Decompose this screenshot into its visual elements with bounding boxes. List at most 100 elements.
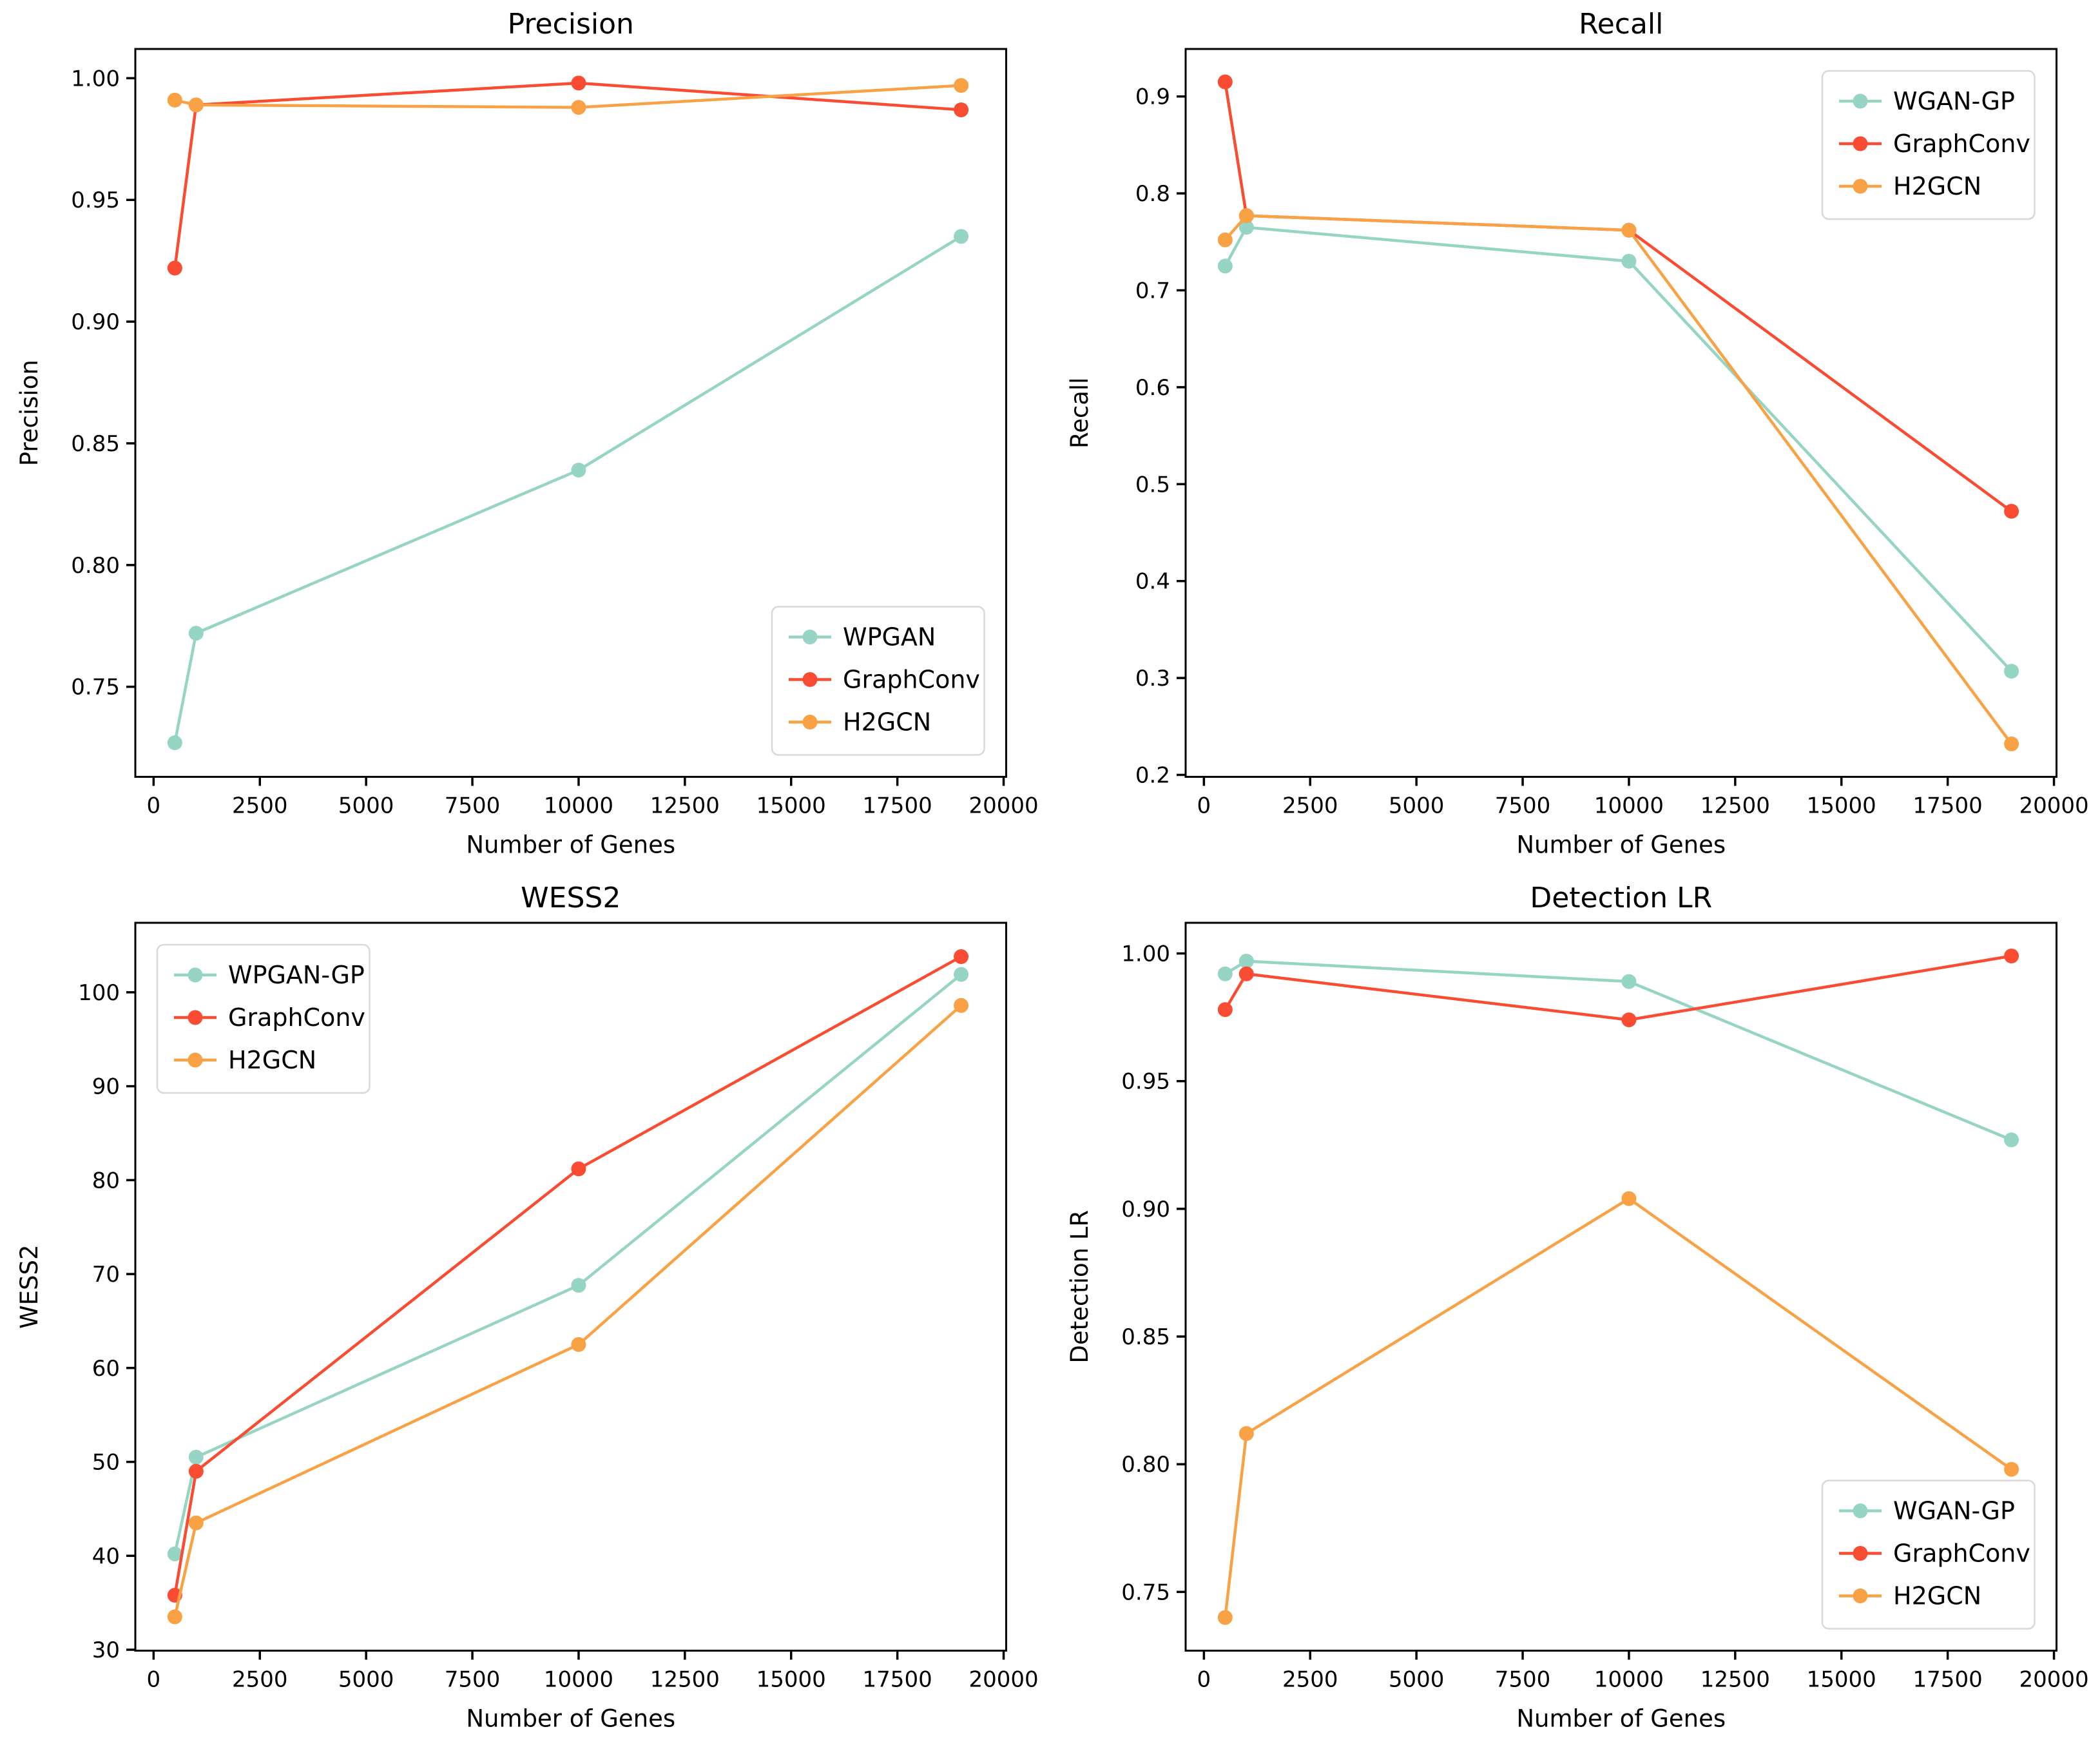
series-line-WPGAN-GP <box>173 972 963 1556</box>
legend-marker-red <box>1853 136 1867 151</box>
data-point-H2GCN <box>1621 222 1636 238</box>
data-point-WGAN-GP <box>2003 1132 2019 1147</box>
data-point-GraphConv <box>571 75 586 91</box>
y-tick-label: 0.6 <box>1135 375 1170 401</box>
y-tick-label: 0.3 <box>1135 666 1170 691</box>
legend-label: WGAN-GP <box>1893 87 2015 115</box>
data-point-WPGAN-GP <box>167 1546 182 1561</box>
y-tick-label: 0.75 <box>1121 1579 1170 1605</box>
x-tick-label: 17500 <box>1912 1666 1982 1692</box>
x-tick-label: 0 <box>1197 793 1211 819</box>
legend-label: WGAN-GP <box>1893 1496 2015 1525</box>
x-tick-label: 2500 <box>1282 1666 1338 1692</box>
y-tick-label: 0.8 <box>1135 181 1170 207</box>
legend: WGAN-GP GraphConv H2GCN <box>1821 1479 2036 1630</box>
data-point-GraphConv <box>1621 1012 1636 1027</box>
legend-box <box>1821 70 2036 220</box>
data-point-GraphConv <box>571 1161 586 1176</box>
legend-marker-red <box>802 672 818 687</box>
legend: WGAN-GP GraphConv H2GCN <box>1821 70 2036 220</box>
plot-canvas-precision: Precision 0 2500 5000 7500 10000 12500 15000 175… <box>15 8 1039 859</box>
y-tick-label: 0.5 <box>1135 472 1170 497</box>
x-tick-label: 10000 <box>1594 793 1663 819</box>
x-tick-label: 15000 <box>1806 1666 1876 1692</box>
y-tick-label: 0.85 <box>1121 1324 1170 1350</box>
data-point-H2GCN <box>1621 1191 1636 1206</box>
legend-label: GraphConv <box>1893 1539 2030 1567</box>
series-line-H2GCN <box>1223 1197 2013 1619</box>
series-line-GraphConv <box>1223 954 2013 1021</box>
data-point-GraphConv <box>954 949 969 964</box>
legend-label: GraphConv <box>228 1003 365 1032</box>
chart-title: WESS2 <box>521 882 621 914</box>
y-tick-label: 0.80 <box>1121 1452 1170 1478</box>
y-tick-label: 0.7 <box>1135 278 1170 304</box>
x-tick-label: 10000 <box>1594 1666 1663 1692</box>
y-tick-label: 100 <box>78 980 120 1005</box>
x-tick-label: 20000 <box>968 793 1038 819</box>
legend-marker-teal <box>188 967 203 982</box>
legend-label: H2GCN <box>843 708 931 737</box>
x-tick-label: 17500 <box>863 793 932 819</box>
legend-marker-teal <box>802 630 818 644</box>
legend-marker-orange <box>1853 1588 1867 1603</box>
data-point-H2GCN <box>2003 1462 2019 1477</box>
chart-wess2: WESS2 0 2500 5000 7500 10000 12500 15000 17500 20… <box>0 874 1050 1747</box>
x-tick-label: 5000 <box>338 793 394 819</box>
y-tick-label: 60 <box>92 1355 120 1381</box>
legend-box <box>156 943 371 1094</box>
series-line-WGAN-GP <box>1223 959 2013 1141</box>
x-tick-label: 10000 <box>544 793 613 819</box>
x-tick-label: 12500 <box>650 793 720 819</box>
y-tick-label: 0.80 <box>71 553 120 579</box>
data-point-WPGAN-GP <box>571 1277 586 1293</box>
data-point-H2GCN <box>188 97 204 113</box>
legend-marker-red <box>1853 1545 1867 1561</box>
chart-title: Precision <box>508 8 634 41</box>
data-point-GraphConv <box>2003 948 2019 963</box>
data-point-H2GCN <box>167 1609 182 1625</box>
x-tick-label: 0 <box>147 793 161 819</box>
x-tick-label: 20000 <box>2019 1666 2088 1692</box>
y-axis-label: Precision <box>15 360 43 466</box>
data-point-GraphConv <box>188 1463 204 1479</box>
x-tick-label: 7500 <box>445 793 501 819</box>
data-point-GraphConv <box>1217 74 1233 90</box>
x-tick-label: 20000 <box>2019 793 2088 819</box>
legend-marker-orange <box>802 715 818 729</box>
data-point-H2GCN <box>167 92 182 108</box>
y-tick-label: 70 <box>92 1262 120 1288</box>
data-point-WPGAN-GP <box>188 1449 204 1465</box>
data-point-H2GCN <box>954 998 969 1013</box>
data-point-H2GCN <box>571 100 586 115</box>
data-point-WGAN-GP <box>1238 220 1254 235</box>
plot-canvas-recall: Recall 0 2500 5000 7500 10000 12500 15000 17500 2… <box>1066 8 2089 859</box>
y-tick-label: 0.95 <box>71 188 120 213</box>
x-tick-label: 12500 <box>650 1666 720 1692</box>
series-line-H2GCN <box>173 84 963 109</box>
x-tick-label: 2500 <box>232 793 288 819</box>
series-line-GraphConv <box>173 954 963 1597</box>
x-tick-label: 12500 <box>1700 1666 1769 1692</box>
series-line-WPGAN <box>173 235 963 744</box>
y-axis-label: WESS2 <box>15 1244 43 1328</box>
data-point-WGAN-GP <box>1238 953 1254 969</box>
y-tick-label: 30 <box>92 1637 120 1663</box>
y-tick-label: 90 <box>92 1074 120 1099</box>
x-axis-label: Number of Genes <box>466 1704 675 1732</box>
x-tick-label: 15000 <box>1806 793 1876 819</box>
legend-marker-teal <box>1853 1503 1867 1518</box>
y-tick-label: 0.90 <box>1121 1196 1170 1222</box>
data-point-WGAN-GP <box>1621 253 1636 269</box>
x-tick-label: 17500 <box>1912 793 1982 819</box>
x-tick-label: 10000 <box>544 1666 613 1692</box>
y-tick-label: 80 <box>92 1168 120 1193</box>
x-tick-label: 20000 <box>968 1666 1038 1692</box>
data-point-H2GCN <box>1217 1609 1233 1625</box>
legend-marker-red <box>188 1010 203 1025</box>
legend-marker-orange <box>188 1052 203 1067</box>
x-tick-label: 15000 <box>756 1666 826 1692</box>
y-tick-label: 1.00 <box>1121 941 1170 967</box>
data-point-H2GCN <box>954 78 969 93</box>
